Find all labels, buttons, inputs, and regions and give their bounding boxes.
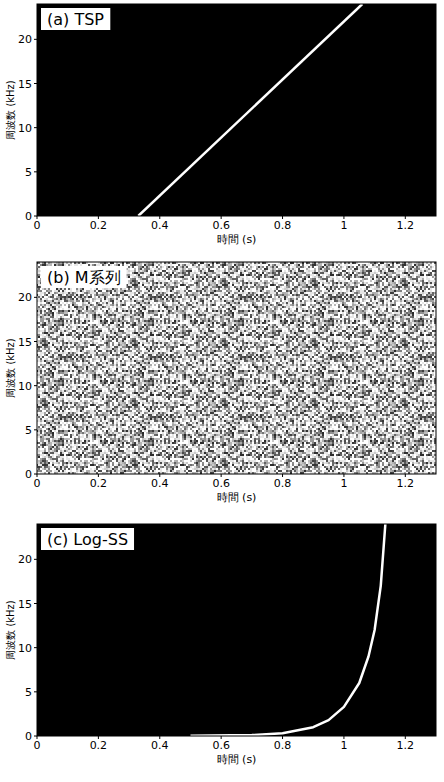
y-tick-label: 0 bbox=[25, 468, 32, 481]
panel: 0 0.2 0.4 0.6 0.8 1 1.2 0 5 10 15 20 時間 (s) 周波数 (kHz)… bbox=[5, 524, 437, 766]
y-tick bbox=[34, 83, 37, 84]
x-tick-label: 0.8 bbox=[274, 219, 292, 232]
x-tick-label: 0.2 bbox=[90, 219, 108, 232]
x-tick-label: 1 bbox=[340, 477, 347, 490]
x-tick-label: 0.6 bbox=[212, 477, 230, 490]
y-tick bbox=[34, 474, 37, 475]
y-tick-label: 10 bbox=[18, 380, 32, 393]
y-tick-label: 20 bbox=[18, 291, 32, 304]
x-tick-label: 0.6 bbox=[212, 219, 230, 232]
frame bbox=[37, 4, 436, 216]
x-tick-label: 0.4 bbox=[151, 739, 169, 752]
title-box bbox=[41, 266, 127, 288]
y-tick-label: 0 bbox=[25, 210, 32, 223]
y-tick-label: 5 bbox=[25, 686, 32, 699]
y-tick bbox=[34, 171, 37, 172]
panel: 0 0.2 0.4 0.6 0.8 1 1.2 0 5 10 15 20 時間 (s) 周波数 (kHz)… bbox=[5, 4, 437, 246]
y-tick bbox=[34, 691, 37, 692]
x-tick-label: 1.2 bbox=[397, 219, 415, 232]
y-tick bbox=[34, 341, 37, 342]
title-box bbox=[41, 528, 134, 550]
y-tick-label: 5 bbox=[25, 166, 32, 179]
y-tick-label: 5 bbox=[25, 424, 32, 437]
panel-title: (a) TSP bbox=[47, 10, 104, 29]
y-axis-title: 周波数 (kHz) bbox=[5, 80, 16, 140]
x-axis-title: 時間 (s) bbox=[217, 753, 257, 766]
x-tick-label: 1 bbox=[340, 219, 347, 232]
x-tick-label: 0.2 bbox=[90, 477, 108, 490]
y-tick bbox=[34, 736, 37, 737]
y-tick bbox=[34, 603, 37, 604]
y-tick-label: 10 bbox=[18, 642, 32, 655]
y-tick bbox=[34, 127, 37, 128]
x-tick-label: 0.8 bbox=[274, 739, 292, 752]
x-tick-label: 0 bbox=[34, 477, 41, 490]
panel-title: (c) Log-SS bbox=[47, 530, 128, 549]
y-tick bbox=[34, 559, 37, 560]
x-axis-title: 時間 (s) bbox=[217, 491, 257, 504]
panel: 0 0.2 0.4 0.6 0.8 1 1.2 0 5 10 15 20 時間 (s) 周波数 (kHz)… bbox=[5, 262, 437, 504]
y-axis-title: 周波数 (kHz) bbox=[5, 600, 16, 660]
marks bbox=[190, 524, 385, 736]
y-axis-title: 周波数 (kHz) bbox=[5, 338, 16, 398]
x-tick-label: 1 bbox=[340, 739, 347, 752]
y-tick bbox=[34, 216, 37, 217]
y-tick bbox=[34, 39, 37, 40]
x-tick-label: 0.4 bbox=[151, 219, 169, 232]
x-tick-label: 0.8 bbox=[274, 477, 292, 490]
marks bbox=[138, 4, 362, 216]
x-tick-label: 0 bbox=[34, 219, 41, 232]
x-tick-label: 0 bbox=[34, 739, 41, 752]
plot-area bbox=[37, 524, 436, 736]
y-tick bbox=[34, 429, 37, 430]
frame bbox=[37, 524, 436, 736]
y-tick-label: 20 bbox=[18, 553, 32, 566]
x-tick-label: 0.6 bbox=[212, 739, 230, 752]
y-tick-label: 20 bbox=[18, 33, 32, 46]
y-tick-label: 15 bbox=[18, 598, 32, 611]
y-tick-label: 0 bbox=[25, 730, 32, 743]
panel-title: (b) M系列 bbox=[47, 268, 121, 287]
y-tick-label: 15 bbox=[18, 78, 32, 91]
x-tick-label: 0.2 bbox=[90, 739, 108, 752]
x-tick-label: 0.4 bbox=[151, 477, 169, 490]
title-box bbox=[41, 8, 110, 30]
figure: 00.20.40.60.811.205101520時間 (s)周波数 (kHz)… bbox=[0, 0, 444, 782]
sweep-line bbox=[190, 524, 385, 736]
y-tick-label: 10 bbox=[18, 122, 32, 135]
frame bbox=[37, 262, 436, 474]
sweep-line bbox=[138, 4, 362, 216]
plot-area bbox=[37, 4, 436, 216]
x-axis-title: 時間 (s) bbox=[217, 233, 257, 246]
x-tick-label: 1.2 bbox=[397, 477, 415, 490]
y-tick-label: 15 bbox=[18, 336, 32, 349]
y-tick bbox=[34, 647, 37, 648]
y-tick bbox=[34, 297, 37, 298]
plot-area bbox=[37, 262, 436, 474]
y-tick bbox=[34, 385, 37, 386]
x-tick-label: 1.2 bbox=[397, 739, 415, 752]
